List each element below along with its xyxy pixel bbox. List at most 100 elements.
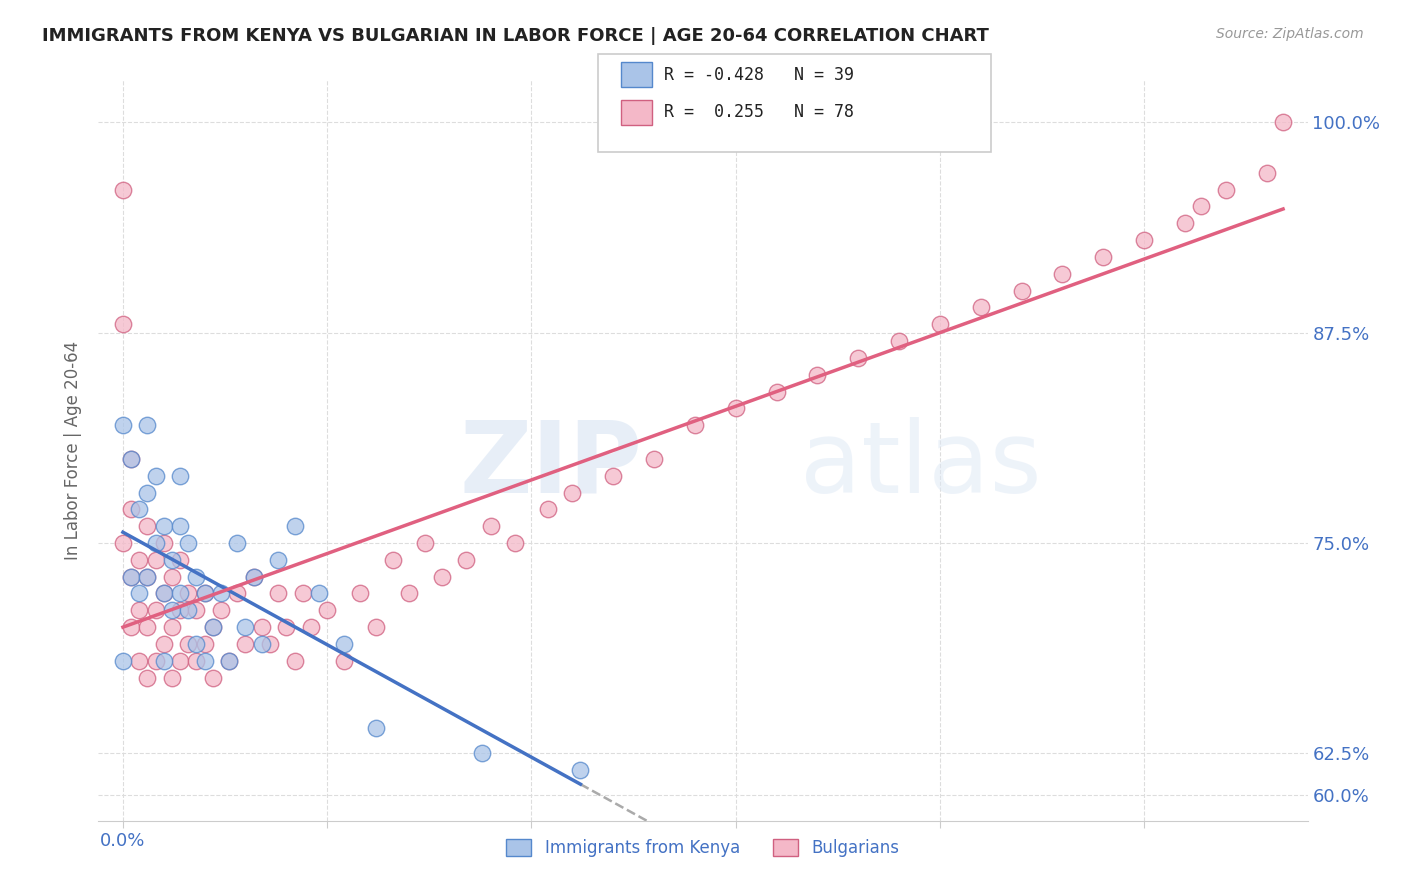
Point [218, 654, 240, 668]
Text: R =  0.255   N = 78: R = 0.255 N = 78 [664, 103, 853, 121]
Legend: Immigrants from Kenya, Bulgarians: Immigrants from Kenya, Bulgarians [499, 832, 907, 864]
Point [1133, 233, 1156, 247]
Point [120, 569, 142, 583]
Point [160, 603, 183, 617]
Point [1052, 267, 1074, 281]
Point [1189, 199, 1212, 213]
Point [120, 451, 142, 466]
Point [177, 637, 200, 651]
Point [366, 620, 388, 634]
Point [111, 536, 134, 550]
Point [177, 603, 200, 617]
Point [250, 637, 273, 651]
Point [111, 318, 134, 332]
Point [479, 519, 502, 533]
Point [186, 603, 208, 617]
Point [111, 183, 134, 197]
Point [169, 603, 191, 617]
Text: Source: ZipAtlas.com: Source: ZipAtlas.com [1216, 27, 1364, 41]
Point [209, 586, 232, 600]
Point [503, 536, 526, 550]
Point [242, 569, 264, 583]
Point [308, 586, 330, 600]
Point [152, 586, 174, 600]
Text: R = -0.428   N = 39: R = -0.428 N = 39 [664, 66, 853, 84]
Point [1011, 284, 1033, 298]
Point [929, 318, 952, 332]
Point [136, 569, 159, 583]
Point [537, 502, 560, 516]
Text: IMMIGRANTS FROM KENYA VS BULGARIAN IN LABOR FORCE | AGE 20-64 CORRELATION CHART: IMMIGRANTS FROM KENYA VS BULGARIAN IN LA… [42, 27, 988, 45]
Point [136, 485, 159, 500]
Point [128, 603, 150, 617]
Point [194, 637, 217, 651]
Point [267, 586, 290, 600]
Point [291, 586, 314, 600]
Point [128, 586, 150, 600]
Point [349, 586, 371, 600]
Point [226, 586, 249, 600]
Point [366, 721, 388, 735]
Point [152, 536, 174, 550]
Point [177, 536, 200, 550]
Point [201, 671, 224, 685]
Point [160, 620, 183, 634]
Point [136, 569, 159, 583]
Point [169, 654, 191, 668]
Point [169, 468, 191, 483]
Point [169, 586, 191, 600]
Point [194, 586, 217, 600]
Point [724, 401, 747, 416]
Point [970, 301, 993, 315]
Point [194, 654, 217, 668]
Point [120, 451, 142, 466]
Point [186, 569, 208, 583]
Point [152, 637, 174, 651]
Point [152, 654, 174, 668]
Point [235, 620, 257, 634]
Text: atlas: atlas [800, 417, 1042, 514]
Point [561, 485, 583, 500]
Point [413, 536, 436, 550]
Point [128, 654, 150, 668]
Point [1215, 183, 1237, 197]
Point [160, 671, 183, 685]
Point [218, 654, 240, 668]
Point [1092, 250, 1115, 264]
Point [128, 502, 150, 516]
Point [177, 586, 200, 600]
Point [201, 620, 224, 634]
Point [430, 569, 453, 583]
Point [194, 586, 217, 600]
Point [145, 553, 167, 567]
Point [250, 620, 273, 634]
Point [120, 569, 142, 583]
Point [283, 519, 305, 533]
Point [569, 763, 592, 777]
Point [209, 603, 232, 617]
Point [332, 637, 354, 651]
Point [332, 654, 354, 668]
Y-axis label: In Labor Force | Age 20-64: In Labor Force | Age 20-64 [65, 341, 83, 560]
Point [145, 536, 167, 550]
Point [226, 536, 249, 550]
Point [398, 586, 420, 600]
Point [806, 368, 828, 382]
Point [186, 654, 208, 668]
Point [683, 418, 706, 433]
Point [186, 637, 208, 651]
Point [201, 620, 224, 634]
Point [242, 569, 264, 583]
Point [120, 620, 142, 634]
Point [136, 671, 159, 685]
Point [267, 553, 290, 567]
Point [235, 637, 257, 651]
Point [846, 351, 869, 365]
Point [169, 553, 191, 567]
Point [120, 502, 142, 516]
Point [276, 620, 298, 634]
Point [152, 519, 174, 533]
Point [169, 519, 191, 533]
Point [316, 603, 339, 617]
Point [643, 451, 665, 466]
